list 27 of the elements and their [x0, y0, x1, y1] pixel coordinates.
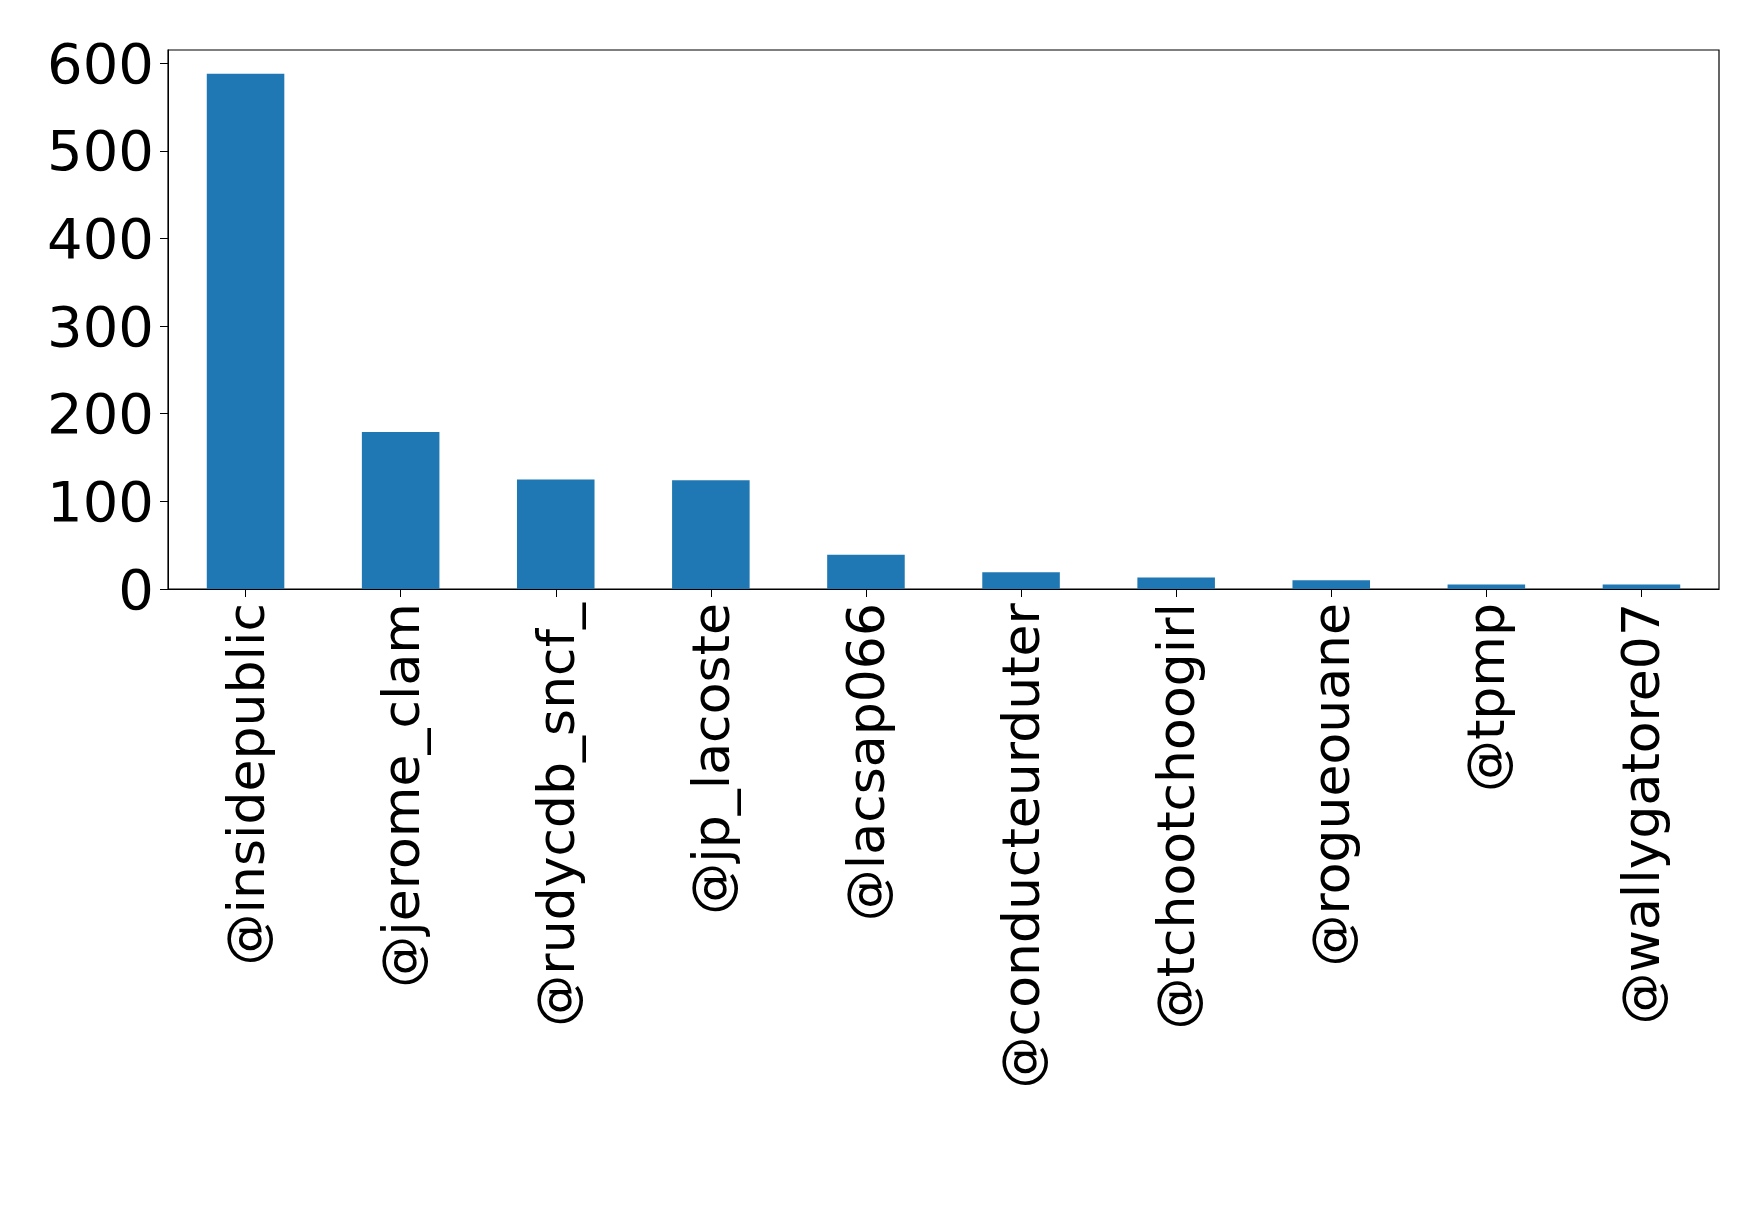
x-tick-label: @rogueouane	[1301, 603, 1362, 967]
y-tick-label: 400	[47, 205, 154, 271]
bar	[1447, 584, 1526, 589]
x-tick-label: @insidepublic	[215, 603, 276, 966]
x-tick-label: @conducteurduter	[991, 602, 1052, 1089]
bar	[516, 479, 595, 589]
x-tick-label: @tchootchoogirl	[1146, 603, 1207, 1030]
bar	[982, 572, 1060, 589]
bar	[1137, 577, 1215, 589]
bar	[827, 554, 905, 589]
bar	[672, 480, 750, 589]
bar	[1292, 580, 1371, 589]
y-tick-label: 0	[118, 556, 154, 622]
bar	[361, 432, 440, 589]
bar	[206, 73, 285, 589]
x-tick-label: @rudycdb_sncf_	[525, 602, 586, 1027]
y-tick-label: 100	[47, 468, 154, 534]
y-tick-label: 500	[47, 118, 154, 184]
x-tick-label: @tpmp	[1456, 603, 1517, 793]
y-tick-label: 600	[47, 30, 154, 96]
x-tick-label: @jerome_clam	[370, 603, 431, 988]
x-tick-label: @lacsap066	[835, 603, 896, 922]
y-tick-label: 200	[47, 381, 154, 447]
y-tick-label: 300	[47, 293, 154, 359]
x-tick-label: @jp_lacoste	[680, 603, 741, 915]
bar	[1602, 584, 1681, 589]
x-tick-label: @wallygatore07	[1611, 603, 1672, 1025]
